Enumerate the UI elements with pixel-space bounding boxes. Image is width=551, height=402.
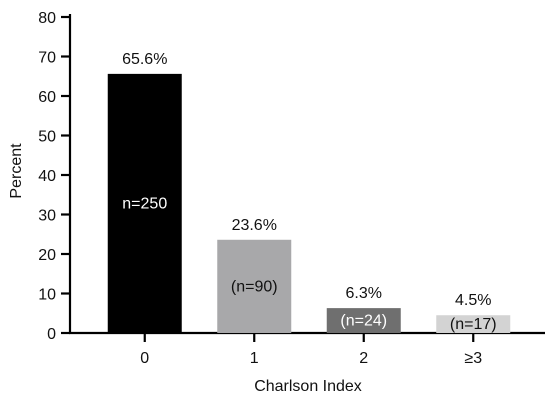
x-tick-label: 0 <box>140 350 149 367</box>
bar-count-label: (n=24) <box>340 313 387 330</box>
bar <box>436 315 511 333</box>
bar-count-label: (n=17) <box>450 316 497 333</box>
x-axis-title: Charlson Index <box>254 378 362 395</box>
x-tick-label: ≥3 <box>464 350 482 367</box>
y-tick-label: 10 <box>38 287 56 304</box>
bar-value-label: 65.6% <box>122 51 167 68</box>
y-tick-label: 40 <box>38 168 56 185</box>
y-axis-title: Percent <box>8 143 25 199</box>
x-tick-label: 2 <box>359 350 368 367</box>
bar-count-label: n=250 <box>122 195 167 212</box>
x-tick-label: 1 <box>250 350 259 367</box>
bar-count-label: (n=90) <box>231 278 278 295</box>
y-tick-label: 80 <box>38 10 56 27</box>
y-tick-label: 50 <box>38 129 56 146</box>
bar <box>107 73 182 333</box>
bar <box>217 239 292 333</box>
y-tick-label: 30 <box>38 208 56 225</box>
bar-value-label: 6.3% <box>346 285 382 302</box>
y-tick-label: 60 <box>38 89 56 106</box>
bars: 65.6% n=250 23.6% (n=90) 6.3% (n=24) 4.5% (n=17… <box>107 51 511 333</box>
y-tick-label: 20 <box>38 247 56 264</box>
bar-value-label: 4.5% <box>455 292 491 309</box>
bar <box>326 308 401 333</box>
y-tick-label: 70 <box>38 50 56 67</box>
x-axis: 0 1 2 ≥3 <box>69 331 545 367</box>
bar-value-label: 23.6% <box>232 217 277 234</box>
y-tick-label: 0 <box>47 326 56 343</box>
y-axis: 0 10 20 30 40 50 60 70 80 <box>38 10 72 343</box>
